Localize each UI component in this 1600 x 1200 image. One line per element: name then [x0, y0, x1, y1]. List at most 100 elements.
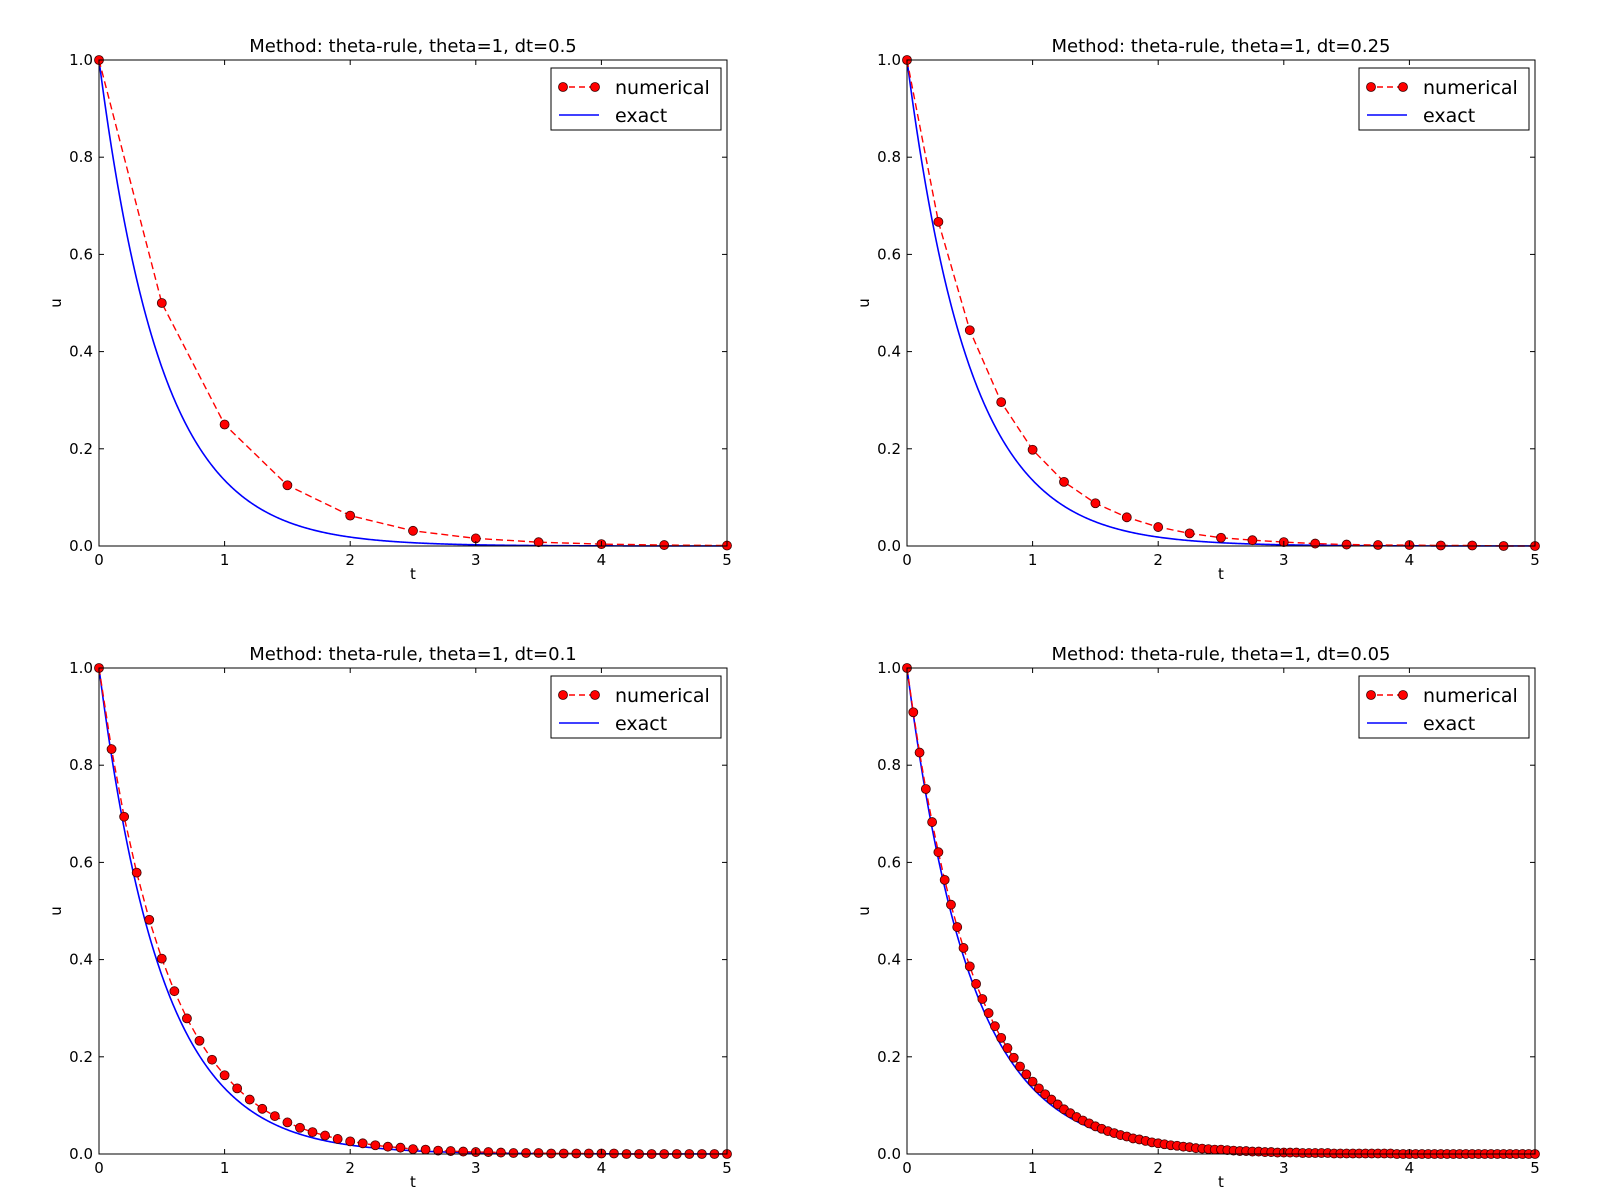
- y-tick-labels: 0.0 0.2 0.4 0.6 0.8 1.0: [877, 659, 901, 1163]
- numerical-point: [971, 979, 981, 989]
- numerical-point: [996, 1032, 1007, 1043]
- y-tick-label: 0.4: [877, 951, 901, 969]
- x-tick-label: 5: [722, 1159, 732, 1177]
- legend: numerical exact: [1358, 67, 1530, 131]
- numerical-point: [445, 1146, 456, 1156]
- numerical-point: [144, 914, 155, 925]
- numerical-point: [345, 510, 356, 521]
- y-tick-label: 1.0: [877, 51, 901, 69]
- y-tick-label: 0.2: [69, 1048, 93, 1066]
- plot-area: [99, 668, 727, 1154]
- legend-box: [550, 675, 722, 739]
- numerical-point: [295, 1122, 305, 1133]
- x-tick-label: 4: [1405, 1159, 1415, 1177]
- numerical-point: [458, 1146, 469, 1157]
- numerical-point: [1153, 522, 1164, 532]
- legend-marker-numerical: [1366, 690, 1376, 700]
- y-tick-label: 0.2: [877, 1048, 901, 1066]
- x-tick-label: 1: [1028, 551, 1038, 569]
- axes-frame: [98, 59, 728, 547]
- numerical-point: [106, 744, 117, 755]
- numerical-point: [408, 525, 418, 536]
- x-tick-label: 4: [1405, 551, 1415, 569]
- numerical-point: [1216, 532, 1226, 543]
- numerical-point: [244, 1094, 255, 1105]
- subplot-title: Method: theta-rule, theta=1, dt=0.25: [1052, 36, 1391, 57]
- subplot-title: Method: theta-rule, theta=1, dt=0.5: [249, 36, 577, 57]
- legend: numerical exact: [1358, 675, 1530, 739]
- numerical-point: [483, 1147, 494, 1157]
- numerical-point: [345, 1136, 356, 1147]
- y-tick-label: 0.0: [69, 1145, 93, 1163]
- y-tick-label: 0.2: [69, 440, 93, 458]
- legend-marker-numerical: [1398, 82, 1408, 92]
- numerical-point: [1008, 1052, 1019, 1063]
- numerical-point: [1033, 1083, 1044, 1094]
- numerical-point: [939, 875, 950, 885]
- subplot-title: Method: theta-rule, theta=1, dt=0.1: [249, 644, 577, 665]
- numerical-point: [1184, 528, 1195, 539]
- numerical-point: [282, 480, 293, 491]
- numerical-point: [420, 1144, 431, 1155]
- x-axis-label: t: [410, 1173, 416, 1191]
- numerical-point: [914, 747, 925, 758]
- x-tick-label: 2: [345, 1159, 355, 1177]
- x-tick-labels: 0 1 2 3 4 5: [902, 551, 1540, 569]
- numerical-point: [958, 943, 969, 953]
- numerical-point: [320, 1130, 330, 1141]
- y-tick-label: 0.4: [877, 343, 901, 361]
- numerical-point: [282, 1117, 293, 1128]
- numerical-point: [131, 867, 142, 878]
- axes-frame: [98, 667, 728, 1155]
- numerical-point: [1373, 540, 1383, 550]
- legend-label-numerical: numerical: [615, 685, 710, 707]
- numerical-point: [496, 1147, 506, 1158]
- numerical-point: [977, 994, 988, 1004]
- numerical-point: [1027, 444, 1038, 455]
- numerical-point: [1002, 1043, 1013, 1053]
- x-tick-labels: 0 1 2 3 4 5: [94, 1159, 732, 1177]
- numerical-point: [1247, 535, 1258, 546]
- numerical-point: [207, 1054, 217, 1065]
- y-tick-label: 0.4: [69, 951, 93, 969]
- y-tick-label: 0.8: [69, 148, 93, 166]
- plot-area: [907, 668, 1535, 1154]
- legend-marker-numerical: [558, 690, 568, 700]
- numerical-point: [1310, 538, 1321, 549]
- numerical-point: [933, 847, 944, 858]
- x-tick-label: 1: [1028, 1159, 1038, 1177]
- legend-label-numerical: numerical: [1423, 685, 1518, 707]
- numerical-point: [269, 1111, 280, 1121]
- numerical-point: [1015, 1061, 1025, 1072]
- numerical-point: [182, 1013, 192, 1024]
- numerical-point: [219, 419, 230, 430]
- numerical-point: [533, 537, 544, 548]
- x-tick-label: 1: [220, 551, 230, 569]
- numerical-point: [395, 1142, 406, 1153]
- x-tick-label: 1: [220, 1159, 230, 1177]
- y-tick-label: 0.6: [69, 245, 93, 263]
- y-tick-label: 0.0: [69, 537, 93, 555]
- numerical-point: [357, 1138, 368, 1149]
- x-tick-label: 0: [902, 551, 912, 569]
- y-axis-label: u: [47, 906, 65, 916]
- numerical-point: [1027, 1076, 1038, 1087]
- legend-label-exact: exact: [615, 105, 667, 127]
- numerical-point: [996, 397, 1007, 408]
- x-tick-label: 3: [471, 1159, 481, 1177]
- x-tick-label: 5: [1530, 551, 1540, 569]
- legend-label-exact: exact: [615, 713, 667, 735]
- x-tick-label: 0: [902, 1159, 912, 1177]
- numerical-point: [408, 1144, 418, 1155]
- numerical-point: [307, 1127, 318, 1138]
- legend-box: [1358, 675, 1530, 739]
- numerical-point: [920, 784, 931, 794]
- y-tick-label: 0.8: [69, 756, 93, 774]
- legend-marker-numerical: [1366, 82, 1376, 92]
- y-tick-label: 0.4: [69, 343, 93, 361]
- subplot-dt-0.05: Method: theta-rule, theta=1, dt=0.05 t u…: [855, 644, 1540, 1191]
- numerical-point: [1059, 476, 1069, 487]
- y-tick-labels: 0.0 0.2 0.4 0.6 0.8 1.0: [877, 51, 901, 555]
- subplot-dt-0.25: Method: theta-rule, theta=1, dt=0.25 t u…: [855, 36, 1540, 583]
- legend-marker-numerical: [558, 82, 568, 92]
